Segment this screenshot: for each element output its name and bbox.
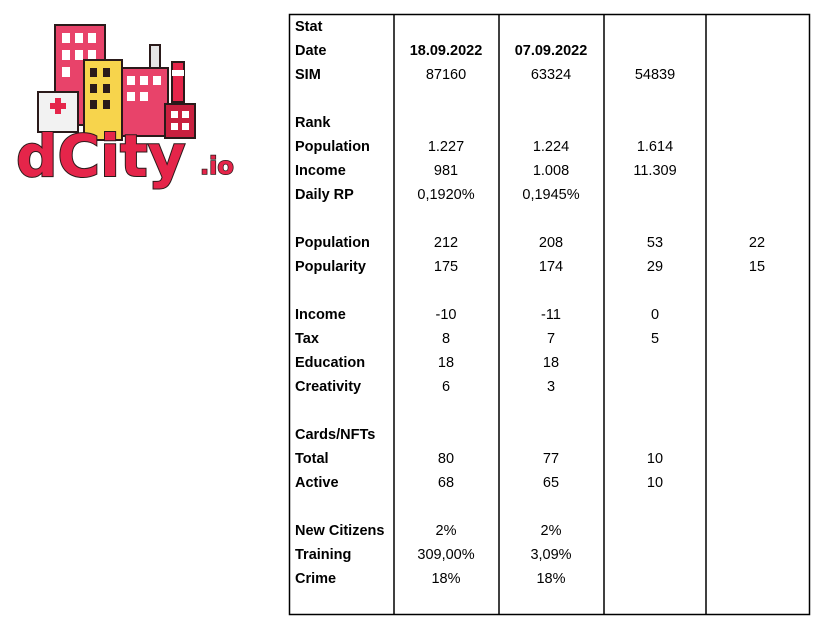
cell: 80 <box>438 451 454 467</box>
cell: 10 <box>647 475 663 491</box>
cell: 2% <box>436 523 457 539</box>
cell: 18.09.2022 <box>410 43 483 59</box>
cell: 7 <box>547 331 555 347</box>
table: Stat Date 18.09.2022 07.09.2022 SIM 87160 6332… <box>288 13 811 616</box>
cell: 18% <box>431 571 460 587</box>
cell: 10 <box>647 451 663 467</box>
row-label: Tax <box>295 331 319 347</box>
cell: 1.227 <box>428 139 464 155</box>
row-label: Total <box>295 451 329 467</box>
cell: -11 <box>541 307 561 323</box>
logo: dCity .io <box>15 24 235 191</box>
cell: 29 <box>647 259 663 275</box>
row-label: Stat <box>295 19 323 35</box>
cell: 3 <box>547 379 555 395</box>
cell: 87160 <box>426 67 466 83</box>
cell: 0 <box>651 307 659 323</box>
cell: 0,1920% <box>417 187 474 203</box>
row-label: SIM <box>295 67 321 83</box>
cell: 68 <box>438 475 454 491</box>
cell: 2% <box>541 523 562 539</box>
cell: 11.309 <box>633 163 676 179</box>
cell: 22 <box>749 235 765 251</box>
row-label: New Citizens <box>295 523 384 539</box>
row-label: Crime <box>295 571 336 587</box>
cell: 3,09% <box>530 547 571 563</box>
logo-suffix: .io <box>200 152 234 180</box>
cell: 175 <box>434 259 458 275</box>
cell: 18 <box>543 355 559 371</box>
row-label: Training <box>295 547 351 563</box>
cell: 0,1945% <box>522 187 579 203</box>
row-label: Income <box>295 307 346 323</box>
row-label: Daily RP <box>295 187 354 203</box>
row-label: Population <box>295 235 370 251</box>
row-label: Popularity <box>295 259 366 275</box>
cell: 77 <box>543 451 559 467</box>
cell: 1.224 <box>533 139 569 155</box>
logo-name: dCity <box>16 122 186 190</box>
row-label: Creativity <box>295 379 361 395</box>
cell: 8 <box>442 331 450 347</box>
cell: 1.008 <box>533 163 569 179</box>
row-label: Rank <box>295 115 331 131</box>
cell: 18 <box>438 355 454 371</box>
cell: 981 <box>434 163 458 179</box>
row-label: Active <box>295 475 339 491</box>
row-label: Education <box>295 355 365 371</box>
cell: 07.09.2022 <box>515 43 588 59</box>
cell: 18% <box>536 571 565 587</box>
cell: 212 <box>434 235 458 251</box>
cell: 309,00% <box>417 547 474 563</box>
cell: 174 <box>539 259 563 275</box>
cell: 5 <box>651 331 659 347</box>
row-label: Income <box>295 163 346 179</box>
cell: 54839 <box>635 67 675 83</box>
cell: 1.614 <box>637 139 673 155</box>
cell: 53 <box>647 235 663 251</box>
row-label: Date <box>295 43 326 59</box>
cell: 65 <box>543 475 559 491</box>
row-label: Cards/NFTs <box>295 427 375 443</box>
cell: -10 <box>436 307 457 323</box>
cell: 208 <box>539 235 563 251</box>
cell: 15 <box>749 259 765 275</box>
table-border <box>288 13 811 616</box>
cell: 63324 <box>531 67 571 83</box>
row-label: Population <box>295 139 370 155</box>
cell: 6 <box>442 379 450 395</box>
